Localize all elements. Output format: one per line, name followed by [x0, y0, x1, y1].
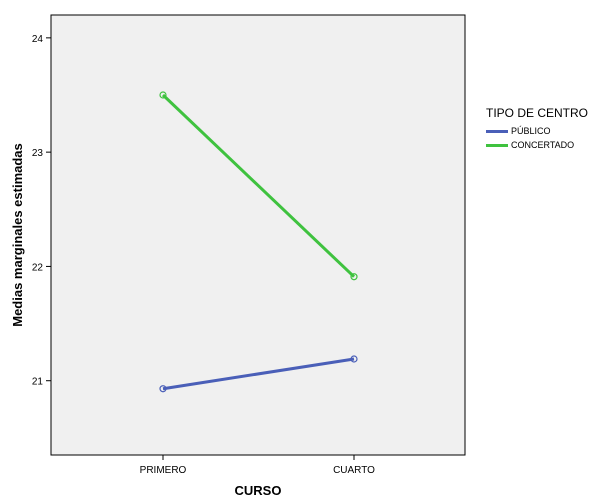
plot-area: [50, 14, 466, 456]
x-tick-label: CUARTO: [333, 465, 375, 476]
legend-item-publico: PÚBLICO: [486, 124, 588, 138]
series-layer: [159, 91, 358, 393]
y-axis-title: Medias marginales estimadas: [10, 143, 25, 327]
legend-label-publico: PÚBLICO: [511, 126, 551, 136]
y-tick-label: 22: [32, 262, 44, 273]
x-tick-label: PRIMERO: [140, 465, 187, 476]
legend-item-concertado: CONCERTADO: [486, 138, 588, 152]
y-tick-label: 21: [32, 377, 44, 388]
series-line-1: [161, 93, 356, 278]
data-point: [350, 355, 358, 363]
series-line-0: [162, 357, 355, 391]
x-axis-title: CURSO: [235, 483, 282, 498]
y-tick-label: 24: [32, 34, 44, 45]
legend-swatch-concertado: [486, 143, 508, 147]
data-point: [159, 385, 167, 393]
legend-swatch-publico: [486, 129, 508, 133]
legend-label-concertado: CONCERTADO: [511, 140, 575, 150]
legend: TIPO DE CENTRO PÚBLICO CONCERTADO: [486, 106, 588, 152]
y-axis: 21 22 23 24: [32, 34, 51, 388]
x-axis: PRIMERO CUARTO: [140, 455, 375, 476]
legend-title: TIPO DE CENTRO: [486, 106, 589, 120]
data-point: [350, 273, 358, 281]
y-tick-label: 23: [32, 148, 44, 159]
data-point: [159, 91, 167, 99]
